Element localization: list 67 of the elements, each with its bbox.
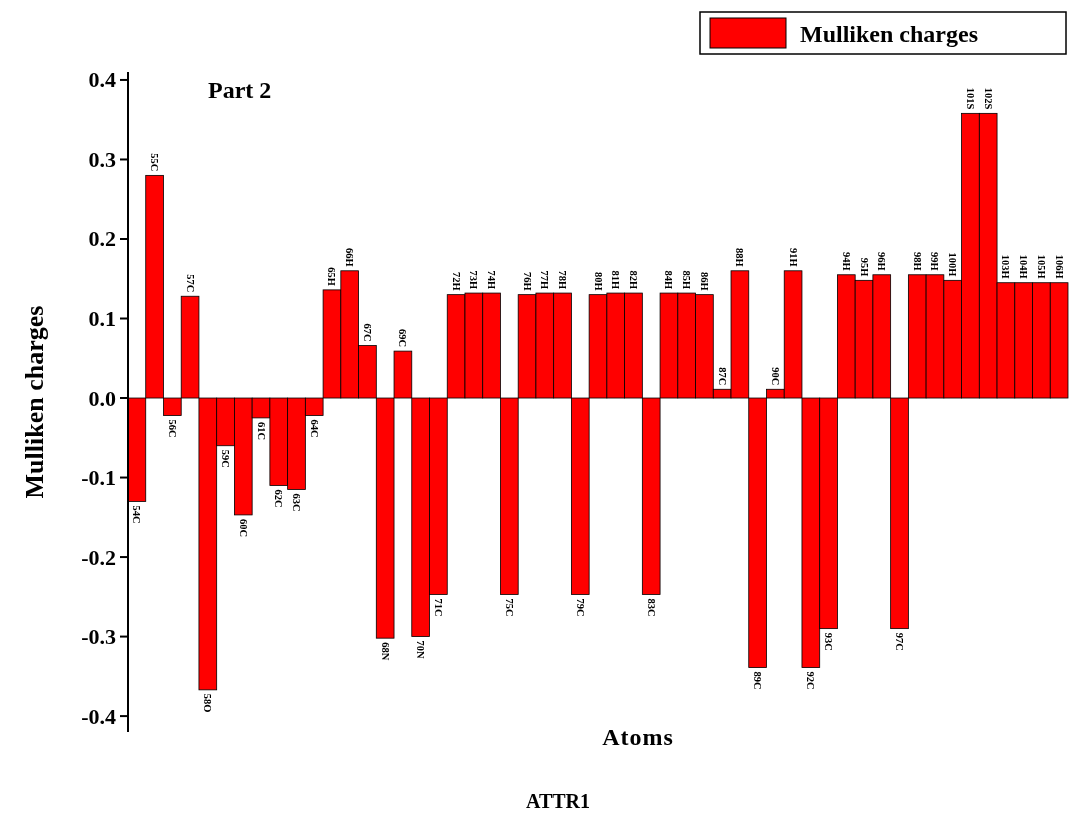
x-tick-label: 56C (166, 419, 178, 438)
x-tick-label: 66H (344, 248, 356, 267)
x-tick-label: 62C (273, 489, 285, 508)
x-tick-label: 95H (858, 257, 870, 277)
x-tick-label: 73H (468, 270, 480, 290)
x-tick-label: 70N (415, 640, 427, 660)
x-tick-label: 92C (805, 671, 817, 690)
x-tick-label: 106H (1053, 254, 1065, 279)
x-tick-label: 96H (876, 252, 888, 271)
y-tick-label: -0.2 (81, 544, 116, 570)
x-tick-label: 105H (1035, 254, 1047, 279)
x-tick-label: 99H (929, 252, 941, 271)
x-tick-label: 86H (698, 271, 710, 291)
x-tick-label: 60C (237, 518, 249, 538)
y-axis-title: Mulliken charges (19, 305, 49, 499)
x-tick-label: 58O (202, 693, 214, 713)
x-tick-label: 82H (627, 270, 639, 290)
x-tick-label: 87C (716, 367, 728, 386)
x-tick-label: 90C (769, 367, 781, 386)
x-tick-label: 81H (610, 270, 622, 290)
x-tick-label: 91H (787, 248, 799, 267)
x-tick-label: 75C (503, 598, 515, 617)
y-tick-label: -0.4 (81, 703, 116, 729)
x-tick-label: 84H (663, 270, 675, 290)
x-tick-label: 55C (149, 153, 161, 172)
legend-label: Mulliken charges (800, 21, 978, 47)
x-tick-label: 61C (255, 421, 267, 440)
x-tick-label: 89C (752, 671, 764, 690)
y-tick-label: -0.3 (81, 624, 116, 650)
x-tick-label: 102S (982, 87, 994, 110)
x-tick-label: 79C (574, 598, 586, 617)
x-tick-label: 98H (911, 252, 923, 271)
x-tick-label: 78H (557, 270, 569, 290)
x-tick-label: 71C (432, 598, 444, 617)
text: ATTR1 (525, 790, 591, 812)
x-tick-label: 59C (220, 449, 232, 468)
x-tick-label: 88H (734, 248, 746, 267)
y-tick-label: 0.4 (88, 67, 116, 93)
x-tick-label: 54C (131, 505, 143, 524)
x-tick-label: 57C (184, 274, 196, 293)
x-tick-label: 77H (539, 270, 551, 290)
x-tick-label: 104H (1018, 254, 1030, 279)
y-tick-label: 0.0 (88, 385, 116, 411)
x-axis-title: Atoms (602, 724, 674, 750)
x-tick-label: 69C (397, 329, 409, 348)
x-tick-label: 72H (450, 271, 462, 291)
x-tick-label: 65H (326, 267, 338, 286)
x-tick-label: 101S (964, 87, 976, 110)
chart-title: Part 2 (208, 77, 272, 103)
x-tick-label: 83C (645, 598, 657, 617)
x-tick-label: 68N (379, 642, 391, 661)
x-tick-label: 85H (681, 270, 693, 290)
y-tick-label: 0.3 (88, 146, 116, 172)
x-tick-label: 97C (894, 632, 906, 651)
x-tick-label: 93C (823, 632, 835, 651)
x-tick-label: 80H (592, 271, 604, 291)
x-tick-label: 100H (947, 252, 959, 277)
y-tick-label: -0.1 (81, 465, 116, 491)
x-tick-label: 94H (840, 252, 852, 271)
x-tick-label: 76H (521, 271, 533, 291)
y-tick-label: 0.1 (88, 306, 116, 332)
x-tick-label: 103H (1000, 254, 1012, 279)
y-tick-label: 0.2 (88, 226, 116, 252)
x-tick-label: 63C (290, 493, 302, 512)
x-tick-label: 64C (308, 419, 320, 438)
x-tick-label: 74H (486, 270, 498, 290)
x-tick-label: 67C (361, 323, 373, 342)
